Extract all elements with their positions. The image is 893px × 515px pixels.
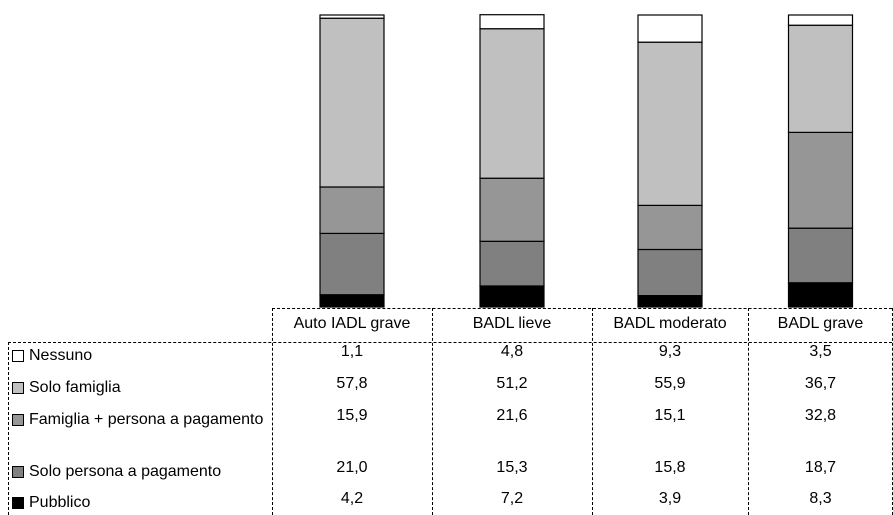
legend-label-solo-famiglia: Solo famiglia: [29, 379, 121, 396]
legend-swatch-pubblico: [12, 497, 24, 509]
table-cell: 36,7: [804, 375, 837, 392]
table-cell: 21,6: [496, 407, 528, 424]
legend-row-solo-persona: Solo persona a pagamento: [12, 461, 268, 483]
bar-segment-solo-famiglia-badl-lieve: [479, 28, 545, 179]
table-cell: 4,8: [500, 343, 524, 360]
bar-segment-solo-famiglia-auto-iadl-grave: [319, 17, 385, 188]
table-cell: 1,1: [340, 343, 364, 360]
legend-swatch-famiglia-persona: [12, 414, 24, 426]
legend-row-famiglia-persona: Famiglia + persona a pagamento: [12, 409, 268, 431]
bar-segment-solo-persona-a-pagamento-auto-iadl-grave: [319, 232, 385, 296]
table-cell: 15,9: [336, 407, 368, 424]
legend-label-nessuno: Nessuno: [29, 347, 93, 364]
table-cell: 51,2: [496, 375, 528, 392]
column-header-badl-lieve: BADL lieve: [472, 315, 552, 332]
legend-row-solo-famiglia: Solo famiglia: [12, 377, 268, 399]
column-header-badl-moderato: BADL moderato: [613, 315, 727, 332]
table-cell: 57,8: [336, 375, 368, 392]
bar-segment-pubblico-badl-grave: [787, 282, 854, 308]
bar-segment-solo-persona-a-pagamento-badl-grave: [787, 227, 854, 284]
bar-segment-nessuno-badl-grave: [787, 14, 854, 26]
bar-segment-nessuno-badl-moderato: [637, 14, 703, 43]
table-cell: 3,9: [658, 490, 682, 507]
bar-segment-nessuno-badl-lieve: [479, 14, 545, 30]
table-cell: 7,2: [500, 490, 524, 507]
table-top-border: [272, 308, 892, 309]
table-cell: 18,7: [804, 459, 837, 476]
legend-swatch-solo-famiglia: [12, 382, 24, 394]
table-column-divider: [748, 308, 749, 515]
table-column-divider: [272, 308, 273, 515]
legend-row-nessuno: Nessuno: [12, 345, 268, 367]
legend-label-solo-persona: Solo persona a pagamento: [29, 463, 222, 480]
table-cell: 55,9: [654, 375, 686, 392]
table-column-divider: [432, 308, 433, 515]
legend-swatch-nessuno: [12, 350, 24, 362]
legend-row-pubblico: Pubblico: [12, 492, 268, 514]
column-header-auto-iadl-grave: Auto IADL grave: [293, 315, 411, 332]
bar-segment-solo-famiglia-badl-moderato: [637, 41, 703, 206]
stacked-bar-chart: [319, 14, 854, 308]
table-cell: 8,3: [809, 490, 832, 507]
table-cell: 32,8: [804, 407, 837, 424]
table-cell: 4,2: [340, 490, 364, 507]
table-left-border: [8, 342, 9, 515]
table-header-divider: [8, 342, 892, 343]
table-cell: 9,3: [658, 343, 682, 360]
table-column-divider: [592, 308, 593, 515]
table-cell: 15,1: [654, 407, 686, 424]
table-cell: 3,5: [809, 343, 832, 360]
bar-segment-famiglia-persona-a-pagamento-badl-moderato: [637, 204, 703, 251]
table-cell: 15,3: [496, 459, 528, 476]
legend-label-pubblico: Pubblico: [29, 494, 91, 511]
bar-segment-nessuno-auto-iadl-grave: [319, 14, 385, 19]
table-cell: 21,0: [336, 459, 368, 476]
table-cell: 15,8: [654, 459, 686, 476]
legend-swatch-solo-persona: [12, 466, 24, 478]
bar-segment-solo-persona-a-pagamento-badl-moderato: [637, 248, 703, 297]
legend-label-famiglia-persona: Famiglia + persona a pagamento: [29, 411, 264, 428]
column-header-badl-grave: BADL grave: [777, 315, 864, 332]
